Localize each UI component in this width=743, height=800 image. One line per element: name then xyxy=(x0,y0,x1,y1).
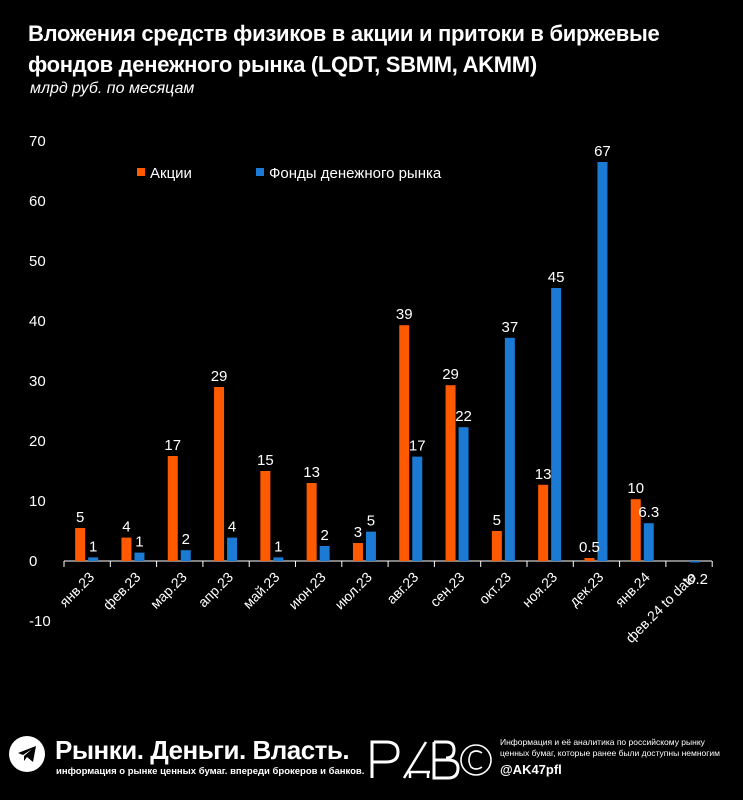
bar-mmf-13 xyxy=(690,561,701,563)
data-label: 17 xyxy=(409,438,426,455)
x-tick-label: янв.24 xyxy=(612,569,653,610)
x-tick-label: янв.23 xyxy=(56,569,97,610)
bar-mmf-11 xyxy=(597,162,608,561)
legend-swatch-1 xyxy=(256,168,264,176)
x-tick-label: ноя.23 xyxy=(519,569,561,611)
bar-mmf-7 xyxy=(412,456,423,561)
data-label: 67 xyxy=(594,143,611,160)
legend-label-1: Фонды денежного рынка xyxy=(269,165,442,182)
data-label: 1 xyxy=(274,538,282,555)
x-axis-ticks xyxy=(63,561,713,567)
data-label: 4 xyxy=(122,519,130,536)
y-axis-labels: 70 60 50 40 30 20 10 0 -10 xyxy=(29,133,51,630)
y-tick-label: 50 xyxy=(29,253,46,270)
data-label: 6.3 xyxy=(638,504,659,521)
bar-mmf-0 xyxy=(88,557,99,561)
data-label: 5 xyxy=(76,509,84,526)
bar-stocks-4 xyxy=(260,471,271,561)
data-label: 5 xyxy=(493,512,501,529)
legend-label-0: Акции xyxy=(150,165,192,182)
y-tick-label: 60 xyxy=(29,193,46,210)
x-tick-label: мар.23 xyxy=(147,569,190,612)
data-label: 3 xyxy=(354,524,362,541)
data-label: 22 xyxy=(455,408,472,425)
data-label: 13 xyxy=(303,464,320,481)
x-tick-label: авг.23 xyxy=(383,569,421,607)
bar-mmf-10 xyxy=(551,288,562,561)
data-label: 45 xyxy=(548,269,565,286)
legend-swatch-0 xyxy=(137,168,145,176)
data-label: 1 xyxy=(89,538,97,555)
data-label: 29 xyxy=(442,366,459,383)
data-label: 29 xyxy=(211,368,228,385)
data-label: 15 xyxy=(257,452,274,469)
chart-subtitle: млрд руб. по месяцам xyxy=(30,80,195,97)
data-label: 37 xyxy=(502,319,519,336)
x-tick-label: май.23 xyxy=(240,569,283,612)
data-label: 4 xyxy=(228,519,236,536)
bar-stocks-3 xyxy=(214,387,225,561)
bar-stocks-9 xyxy=(491,531,502,561)
x-tick-label: июн.23 xyxy=(285,569,329,613)
bar-stocks-10 xyxy=(538,484,549,561)
x-tick-label: фев.23 xyxy=(100,569,144,613)
data-label: 39 xyxy=(396,306,413,323)
x-tick-label: окт.23 xyxy=(476,569,515,608)
bar-stocks-12 xyxy=(630,499,641,561)
info-text: Информация и её аналитика по российскому… xyxy=(500,737,720,758)
bar-stocks-6 xyxy=(352,543,363,561)
bar-stocks-5 xyxy=(306,483,317,561)
bar-mmf-1 xyxy=(134,552,145,561)
bar-stocks-2 xyxy=(167,456,178,561)
bar-stocks-0 xyxy=(75,528,86,561)
data-label: 0.5 xyxy=(579,539,600,556)
x-tick-label: дек.23 xyxy=(566,569,607,610)
bar-mmf-6 xyxy=(365,531,376,561)
bar-mmf-3 xyxy=(227,537,238,561)
chart-title: Вложения средств физиков в акции и прито… xyxy=(28,21,660,77)
data-label: -0.2 xyxy=(682,571,708,588)
y-tick-label: 20 xyxy=(29,433,46,450)
y-tick-label: 40 xyxy=(29,313,46,330)
bar-stocks-7 xyxy=(399,325,410,561)
y-tick-label: 10 xyxy=(29,493,46,510)
x-tick-label: сен.23 xyxy=(427,569,468,610)
y-tick-label: 70 xyxy=(29,133,46,150)
bar-mmf-8 xyxy=(458,427,469,561)
bar-stocks-11 xyxy=(584,558,595,561)
y-tick-label: -10 xyxy=(29,613,51,630)
brand-tagline: информация о рынке ценных бумаг. впереди… xyxy=(56,766,365,777)
bars xyxy=(75,162,701,563)
telegram-icon xyxy=(9,736,45,772)
data-label: 1 xyxy=(135,534,143,551)
bar-mmf-5 xyxy=(319,546,330,561)
brand-name: Рынки. Деньги. Власть. xyxy=(55,735,350,765)
bar-stocks-8 xyxy=(445,385,456,561)
data-label: 2 xyxy=(320,527,328,544)
data-label: 5 xyxy=(367,513,375,530)
data-label: 17 xyxy=(164,437,181,454)
x-tick-label: апр.23 xyxy=(195,569,237,611)
bar-mmf-9 xyxy=(504,337,515,561)
data-label: 13 xyxy=(535,466,552,483)
bar-mmf-2 xyxy=(180,550,191,561)
rdv-logo xyxy=(370,740,492,780)
y-tick-label: 0 xyxy=(29,553,37,570)
bar-mmf-12 xyxy=(643,523,654,561)
x-tick-label: июл.23 xyxy=(331,569,375,613)
bar-stocks-1 xyxy=(121,537,132,561)
data-label: 10 xyxy=(627,480,644,497)
bar-mmf-4 xyxy=(273,557,284,561)
y-tick-label: 30 xyxy=(29,373,46,390)
bar-chart: 70 60 50 40 30 20 10 0 -10 Акции Фонды денежного … xyxy=(29,133,713,646)
legend: Акции Фонды денежного рынка xyxy=(137,165,442,182)
channel-handle: @AK47pfl xyxy=(500,762,562,777)
x-axis-labels: янв.23 фев.23 мар.23 апр.23 май.23 июн.23 июл.… xyxy=(56,569,699,646)
data-label: 2 xyxy=(182,531,190,548)
